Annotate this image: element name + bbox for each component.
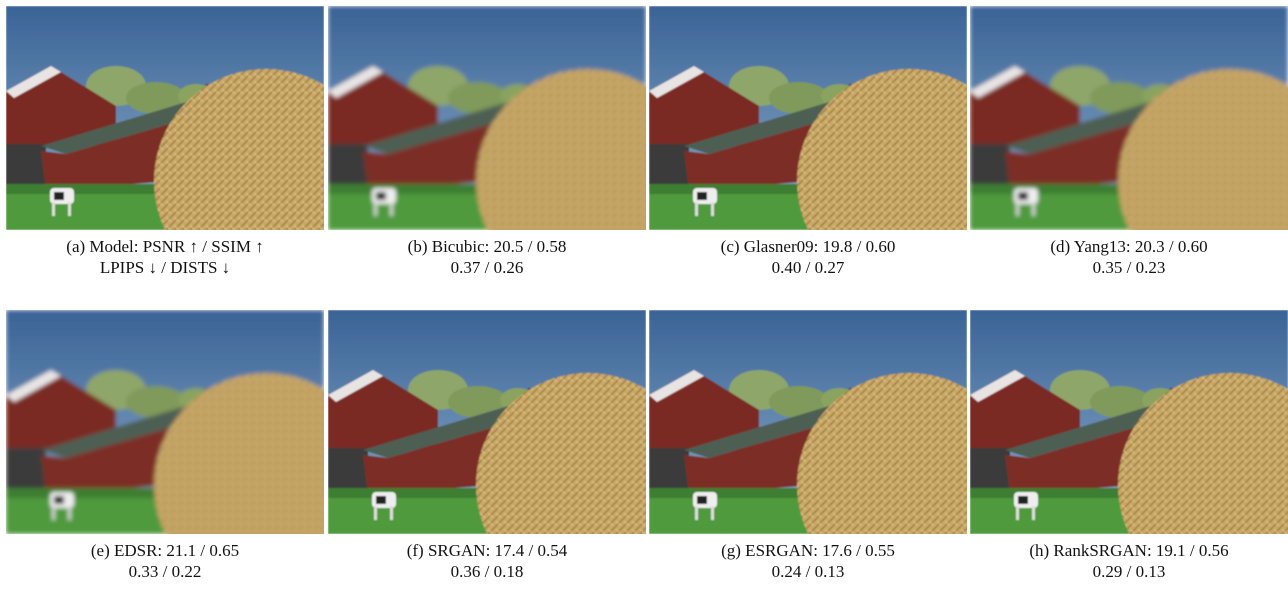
caption-line: LPIPS ↓ / DISTS ↓ <box>99 258 231 277</box>
caption-line: (c) Glasner09: 19.8 / 0.60 <box>720 237 896 256</box>
caption-line: (b) Bicubic: 20.5 / 0.58 <box>407 237 567 256</box>
caption: (b) Bicubic: 20.5 / 0.58 0.37 / 0.26 <box>328 236 646 278</box>
caption-line: 0.29 / 0.13 <box>1092 562 1166 581</box>
caption: (f) SRGAN: 17.4 / 0.54 0.36 / 0.18 <box>328 540 646 582</box>
caption: (h) RankSRGAN: 19.1 / 0.56 0.29 / 0.13 <box>970 540 1288 582</box>
result-image <box>6 6 324 230</box>
result-image <box>328 310 646 534</box>
caption: (g) ESRGAN: 17.6 / 0.55 0.24 / 0.13 <box>649 540 967 582</box>
panel: (e) EDSR: 21.1 / 0.65 0.33 / 0.22 <box>6 310 324 582</box>
result-image <box>6 310 324 534</box>
caption-line: 0.36 / 0.18 <box>450 562 524 581</box>
panel: (f) SRGAN: 17.4 / 0.54 0.36 / 0.18 <box>328 310 646 582</box>
panel: (b) Bicubic: 20.5 / 0.58 0.37 / 0.26 <box>328 6 646 278</box>
caption-line: (h) RankSRGAN: 19.1 / 0.56 <box>1029 541 1229 560</box>
result-image <box>328 6 646 230</box>
panel: (a) Model: PSNR ↑ / SSIM ↑ LPIPS ↓ / DIST… <box>6 6 324 278</box>
result-image <box>649 310 967 534</box>
caption: (a) Model: PSNR ↑ / SSIM ↑ LPIPS ↓ / DIST… <box>6 236 324 278</box>
panel: (d) Yang13: 20.3 / 0.60 0.35 / 0.23 <box>970 6 1288 278</box>
caption-line: (a) Model: PSNR ↑ / SSIM ↑ <box>66 237 264 256</box>
caption-line: (d) Yang13: 20.3 / 0.60 <box>1050 237 1208 256</box>
caption-line: 0.35 / 0.23 <box>1092 258 1166 277</box>
caption: (c) Glasner09: 19.8 / 0.60 0.40 / 0.27 <box>649 236 967 278</box>
caption-line: (f) SRGAN: 17.4 / 0.54 <box>406 541 568 560</box>
caption-line: (e) EDSR: 21.1 / 0.65 <box>90 541 240 560</box>
result-image <box>649 6 967 230</box>
result-image <box>970 310 1288 534</box>
result-image <box>970 6 1288 230</box>
panel: (g) ESRGAN: 17.6 / 0.55 0.24 / 0.13 <box>649 310 967 582</box>
caption-line: 0.37 / 0.26 <box>450 258 524 277</box>
caption: (e) EDSR: 21.1 / 0.65 0.33 / 0.22 <box>6 540 324 582</box>
caption: (d) Yang13: 20.3 / 0.60 0.35 / 0.23 <box>970 236 1288 278</box>
caption-line: 0.24 / 0.13 <box>771 562 845 581</box>
panel: (h) RankSRGAN: 19.1 / 0.56 0.29 / 0.13 <box>970 310 1288 582</box>
panel: (c) Glasner09: 19.8 / 0.60 0.40 / 0.27 <box>649 6 967 278</box>
caption-line: (g) ESRGAN: 17.6 / 0.55 <box>721 541 895 560</box>
caption-line: 0.40 / 0.27 <box>771 258 845 277</box>
caption-line: 0.33 / 0.22 <box>128 562 202 581</box>
